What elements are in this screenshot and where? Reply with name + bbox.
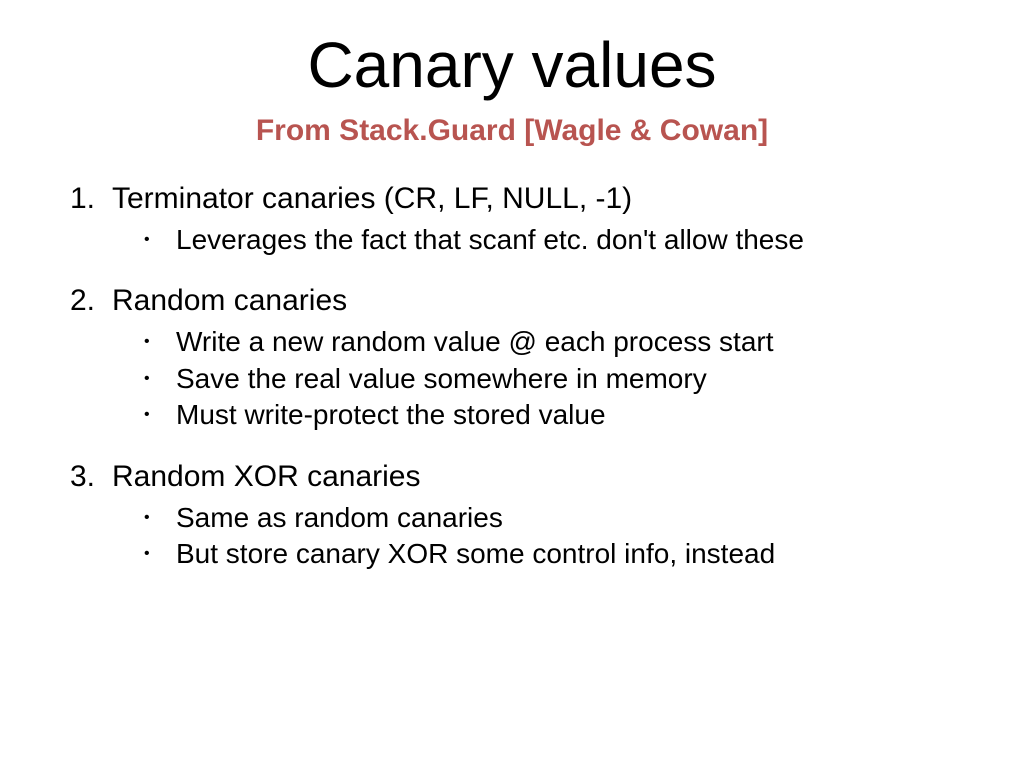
sub-list: Same as random canariesBut store canary … <box>130 500 984 573</box>
sub-list-item: Must write-protect the stored value <box>130 397 984 433</box>
list-item-number: 3. <box>70 460 112 494</box>
sub-list: Leverages the fact that scanf etc. don't… <box>130 222 984 258</box>
list-item-number: 1. <box>70 182 112 216</box>
list-item-label: Random canaries <box>112 284 347 317</box>
list-item: 2.Random canaries <box>70 284 984 318</box>
list-item-label: Terminator canaries (CR, LF, NULL, -1) <box>112 182 632 215</box>
slide-subtitle: From Stack.Guard [Wagle & Cowan] <box>40 114 984 148</box>
sub-list-item: But store canary XOR some control info, … <box>130 536 984 572</box>
subtitle-prefix: From Stack.Guard <box>256 114 524 147</box>
sub-list-item: Same as random canaries <box>130 500 984 536</box>
list-item-label: Random XOR canaries <box>112 460 420 493</box>
main-list: 1.Terminator canaries (CR, LF, NULL, -1)… <box>40 182 984 572</box>
subtitle-bracket: [Wagle & Cowan] <box>524 114 768 147</box>
slide-title: Canary values <box>40 28 984 102</box>
list-item-number: 2. <box>70 284 112 318</box>
sub-list-item: Leverages the fact that scanf etc. don't… <box>130 222 984 258</box>
sub-list: Write a new random value @ each process … <box>130 324 984 433</box>
list-item: 1.Terminator canaries (CR, LF, NULL, -1) <box>70 182 984 216</box>
sub-list-item: Save the real value somewhere in memory <box>130 361 984 397</box>
sub-list-item: Write a new random value @ each process … <box>130 324 984 360</box>
list-item: 3.Random XOR canaries <box>70 460 984 494</box>
slide: Canary values From Stack.Guard [Wagle & … <box>0 0 1024 768</box>
